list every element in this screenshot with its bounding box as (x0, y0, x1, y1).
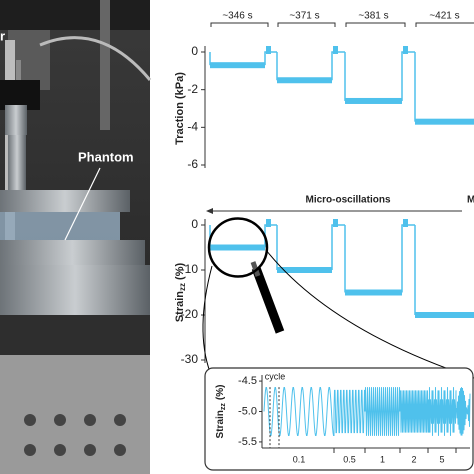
spike (333, 46, 338, 54)
hold-plateau (345, 97, 402, 104)
connector (331, 51, 345, 81)
x-segment-label: 0.5 (343, 454, 356, 464)
y-axis-label-sub: zz (220, 403, 227, 411)
photo-label: Phantom (78, 149, 134, 164)
y-tick-label: 0 (191, 44, 198, 58)
x-segment-label: 0.1 (293, 454, 306, 464)
period-label: ~346 s (222, 11, 252, 22)
period-bracket (277, 22, 336, 27)
hold-plateau (277, 267, 332, 273)
y-axis-label-text: Strain (215, 410, 226, 438)
hold-plateau (345, 289, 402, 296)
magnifier-lens (207, 217, 269, 278)
y-tick-label: -6 (187, 157, 198, 171)
spike (266, 219, 271, 227)
y-tick-label: -10 (181, 262, 199, 276)
photo: r Phantom (0, 0, 152, 474)
period-label: ~371 s (289, 11, 319, 22)
hold-plateau (210, 244, 265, 251)
y-axis-label-unit: (%) (215, 385, 226, 401)
hold-plateau (415, 312, 474, 318)
x-segment-label: 5 (439, 454, 444, 464)
spike (403, 219, 408, 227)
y-axis-label: Strainzz (%) (215, 385, 227, 439)
connector (331, 224, 345, 270)
y-tick-label: 0 (191, 217, 198, 231)
annotation: Micro-oscillations (305, 195, 390, 206)
arrow-head (206, 208, 213, 214)
connector (401, 51, 415, 101)
y-axis-label-sub: zz (178, 283, 187, 291)
hold-plateau (277, 77, 332, 84)
spike (333, 219, 338, 227)
y-axis-label-unit: (%) (174, 263, 186, 280)
y-axis-label: Strainzz (%) (174, 263, 187, 323)
period-label: ~421 s (429, 11, 459, 22)
y-tick-label: -20 (181, 307, 199, 321)
spike (403, 46, 408, 54)
y-tick-label: -5.0 (238, 405, 257, 417)
y-tick-label: -30 (181, 352, 199, 366)
x-segment-label: 1 (380, 454, 385, 464)
oscillation (263, 387, 471, 436)
hold-plateau (415, 118, 474, 125)
hold-plateau (210, 62, 265, 69)
annotation: cycle (265, 371, 286, 381)
annotation: M (467, 195, 474, 206)
period-bracket (210, 22, 269, 27)
connector (264, 51, 277, 66)
y-axis-label: Traction (kPa) (174, 72, 186, 145)
connector (401, 224, 415, 293)
photo-label: r (0, 28, 5, 43)
spike (266, 46, 271, 54)
period-label: ~381 s (358, 11, 388, 22)
y-axis-label-text: Traction (kPa) (174, 72, 186, 145)
period-bracket (345, 22, 406, 27)
y-tick-label: -4 (187, 120, 198, 134)
period-bracket (415, 22, 474, 27)
y-tick-label: -5.5 (238, 436, 257, 448)
y-axis-label-text: Strain (174, 291, 186, 322)
y-tick-label: -4.5 (238, 375, 257, 387)
x-segment-label: 2 (411, 454, 416, 464)
y-tick-label: -2 (187, 82, 198, 96)
